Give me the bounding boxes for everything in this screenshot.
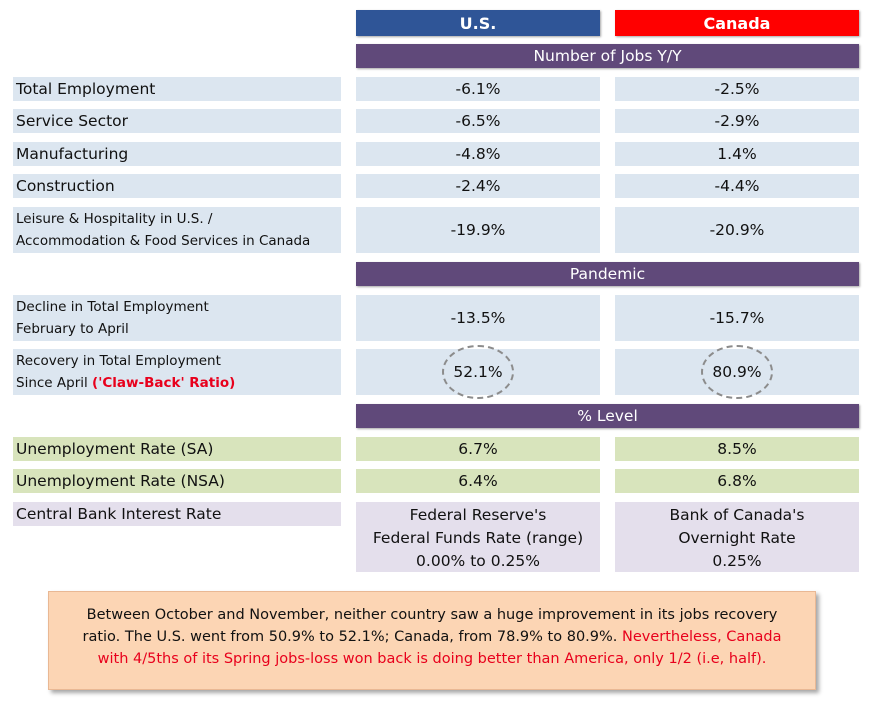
canada-value-recovery: 80.9%	[701, 345, 773, 399]
us-rate-line: Federal Funds Rate (range)	[372, 529, 584, 547]
canada-value-recovery-cell: 80.9%	[615, 345, 859, 399]
us-value-construction: -2.4%	[356, 174, 600, 198]
us-rate-line: Federal Reserve's	[409, 506, 547, 524]
row-label-line: Accommodation & Food Services in Canada	[16, 233, 311, 249]
commentary-note: Between October and November, neither co…	[48, 591, 816, 690]
row-label-total-employment: Total Employment	[13, 77, 341, 101]
section-header-jobs: Number of Jobs Y/Y	[356, 44, 859, 68]
canada-value-unemployment-sa: 8.5%	[615, 437, 859, 461]
row-label-unemployment-nsa: Unemployment Rate (NSA)	[13, 469, 341, 493]
claw-back-highlight: ('Claw-Back' Ratio)	[92, 375, 236, 391]
note-text: Between October and November, neither co…	[82, 607, 778, 645]
canada-value-central-bank-rate: Bank of Canada's Overnight Rate 0.25%	[615, 502, 859, 572]
row-label-manufacturing: Manufacturing	[13, 142, 341, 166]
canada-value-manufacturing: 1.4%	[615, 142, 859, 166]
canada-rate-line: Overnight Rate	[678, 529, 796, 547]
row-label-line: Decline in Total Employment	[16, 299, 209, 315]
canada-rate-line: 0.25%	[712, 552, 762, 570]
us-value-recovery-cell: 52.1%	[356, 345, 600, 399]
canada-value-unemployment-nsa: 6.8%	[615, 469, 859, 493]
section-header-pandemic: Pandemic	[356, 262, 859, 286]
us-value-unemployment-nsa: 6.4%	[356, 469, 600, 493]
row-label-line: February to April	[16, 321, 129, 337]
row-label-line: Leisure & Hospitality in U.S. /	[16, 211, 213, 227]
row-label-construction: Construction	[13, 174, 341, 198]
row-label-service-sector: Service Sector	[13, 109, 341, 133]
us-value-unemployment-sa: 6.7%	[356, 437, 600, 461]
row-label-central-bank-rate: Central Bank Interest Rate	[13, 502, 341, 526]
section-header-level: % Level	[356, 404, 859, 428]
row-label-unemployment-sa: Unemployment Rate (SA)	[13, 437, 341, 461]
row-label-line: Recovery in Total Employment	[16, 353, 221, 369]
us-value-service-sector: -6.5%	[356, 109, 600, 133]
canada-value-service-sector: -2.9%	[615, 109, 859, 133]
us-value-manufacturing: -4.8%	[356, 142, 600, 166]
note-highlight: Nevertheless, Canada with 4/5ths of its …	[97, 629, 782, 667]
row-label-text: Since April	[16, 375, 93, 391]
dashed-circle-icon	[701, 345, 773, 399]
canada-rate-line: Bank of Canada's	[669, 506, 805, 524]
dashed-circle-icon	[442, 345, 514, 399]
us-rate-line: 0.00% to 0.25%	[416, 552, 540, 570]
us-value-total-employment: -6.1%	[356, 77, 600, 101]
canada-value-construction: -4.4%	[615, 174, 859, 198]
canada-value-leisure-hospitality: -20.9%	[615, 207, 859, 253]
canada-column-header: Canada	[615, 10, 859, 36]
us-value-leisure-hospitality: -19.9%	[356, 207, 600, 253]
us-value-central-bank-rate: Federal Reserve's Federal Funds Rate (ra…	[356, 502, 600, 572]
row-label-recovery: Recovery in Total Employment Since April…	[13, 349, 341, 395]
us-value-decline: -13.5%	[356, 295, 600, 341]
row-label-leisure-hospitality: Leisure & Hospitality in U.S. / Accommod…	[13, 207, 341, 253]
row-label-line: Since April ('Claw-Back' Ratio)	[16, 372, 235, 394]
us-value-recovery: 52.1%	[442, 345, 514, 399]
us-column-header: U.S.	[356, 10, 600, 36]
row-label-decline: Decline in Total Employment February to …	[13, 295, 341, 341]
canada-value-decline: -15.7%	[615, 295, 859, 341]
canada-value-total-employment: -2.5%	[615, 77, 859, 101]
